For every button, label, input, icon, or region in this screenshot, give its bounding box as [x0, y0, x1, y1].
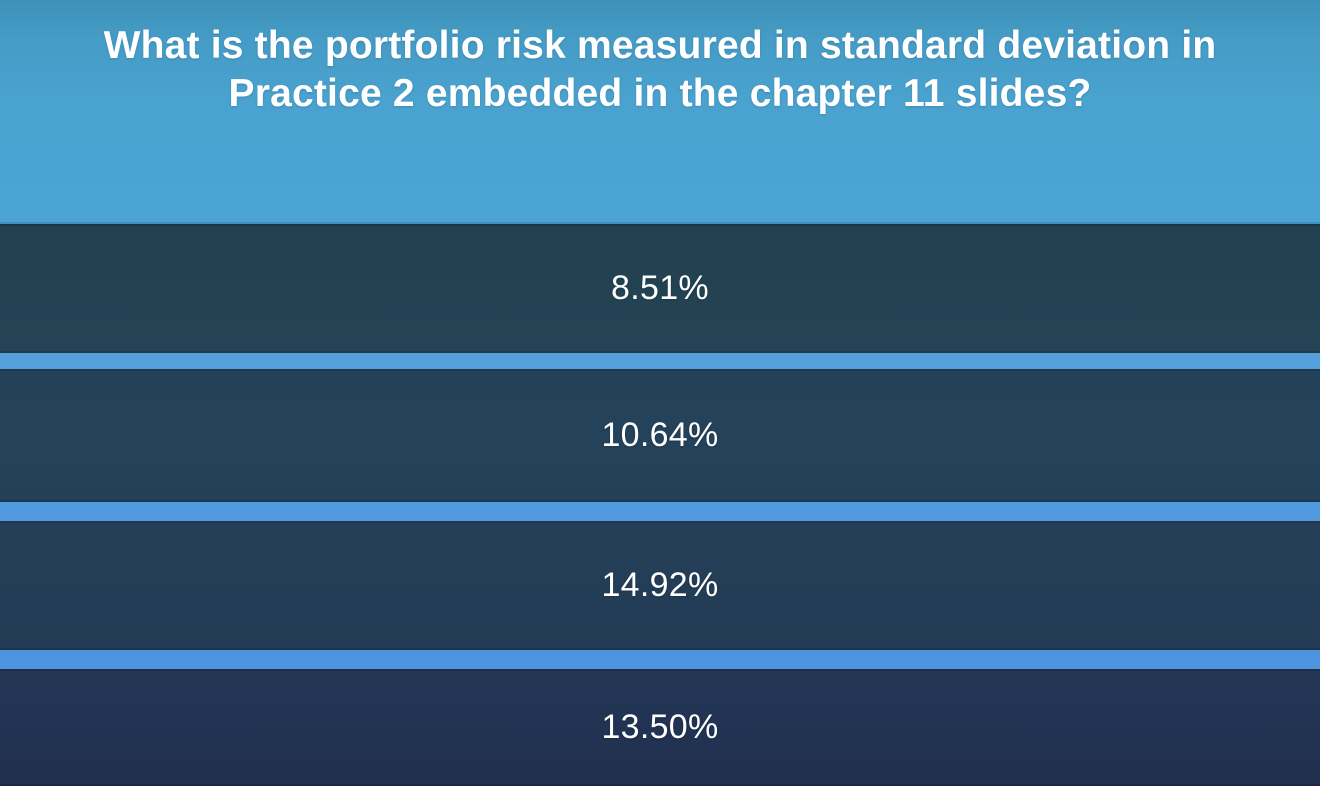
answer-option-3-label: 14.92%: [601, 566, 719, 604]
answer-options-list: 8.51% 10.64% 14.92% 13.50%: [0, 224, 1320, 786]
answer-option-3[interactable]: 14.92%: [0, 521, 1320, 650]
question-text: What is the portfolio risk measured in s…: [103, 24, 1217, 115]
answer-option-4-label: 13.50%: [601, 708, 719, 746]
answer-option-1[interactable]: 8.51%: [0, 224, 1320, 353]
answer-option-2[interactable]: 10.64%: [0, 369, 1320, 502]
answer-option-4[interactable]: 13.50%: [0, 669, 1320, 786]
answer-option-2-label: 10.64%: [601, 416, 719, 454]
answer-option-1-label: 8.51%: [611, 269, 709, 307]
question-header: What is the portfolio risk measured in s…: [0, 0, 1320, 224]
